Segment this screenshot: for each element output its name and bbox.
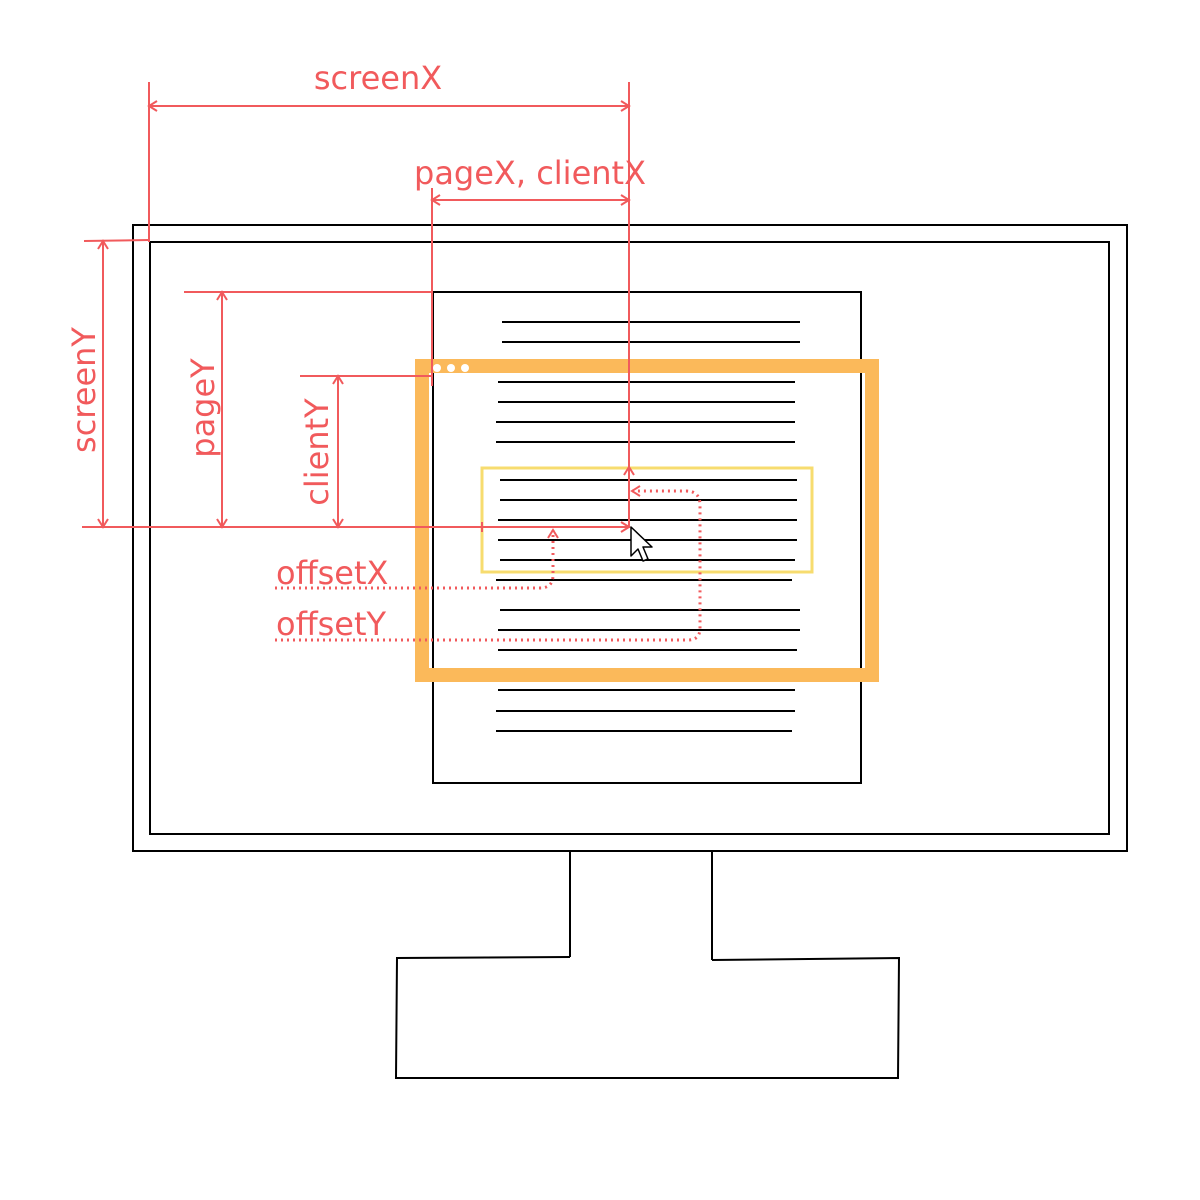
document-page	[432, 291, 862, 784]
screen-x-arrow-left	[147, 100, 158, 112]
offset-x-leader-arrow	[547, 528, 559, 539]
offset-x-label: offsetX	[276, 554, 388, 592]
page-client-x-label: pageX, clientX	[414, 154, 646, 192]
target-element	[480, 466, 814, 574]
page-x-arrow-right	[620, 194, 631, 206]
screen-y-arrow-top	[97, 239, 109, 250]
page-x-arrow-left	[430, 194, 441, 206]
client-y-label: clientY	[298, 398, 336, 506]
screen-x-arrow-right	[620, 100, 631, 112]
offset-y-leader-arrow	[630, 485, 641, 497]
page-y-label: pageY	[184, 358, 222, 458]
screen-y-label: screenY	[65, 327, 103, 453]
annotations	[82, 82, 635, 533]
screen-x-label: screenX	[314, 59, 442, 97]
client-y-arrow-top	[332, 374, 344, 385]
offset-y-leader	[275, 489, 702, 642]
offset-y-arrow-top	[623, 465, 635, 476]
three-dots-icon	[433, 364, 469, 372]
offset-x-leader	[275, 530, 555, 590]
screen-y-tick-top	[83, 239, 150, 242]
monitor-base	[394, 956, 901, 1079]
browser-viewport	[415, 359, 879, 682]
pointer-baseline-arrow	[620, 521, 631, 533]
page-y-arrow-top	[216, 290, 228, 301]
offset-y-label: offsetY	[276, 605, 387, 643]
mouse-pointer-icon	[630, 526, 653, 562]
